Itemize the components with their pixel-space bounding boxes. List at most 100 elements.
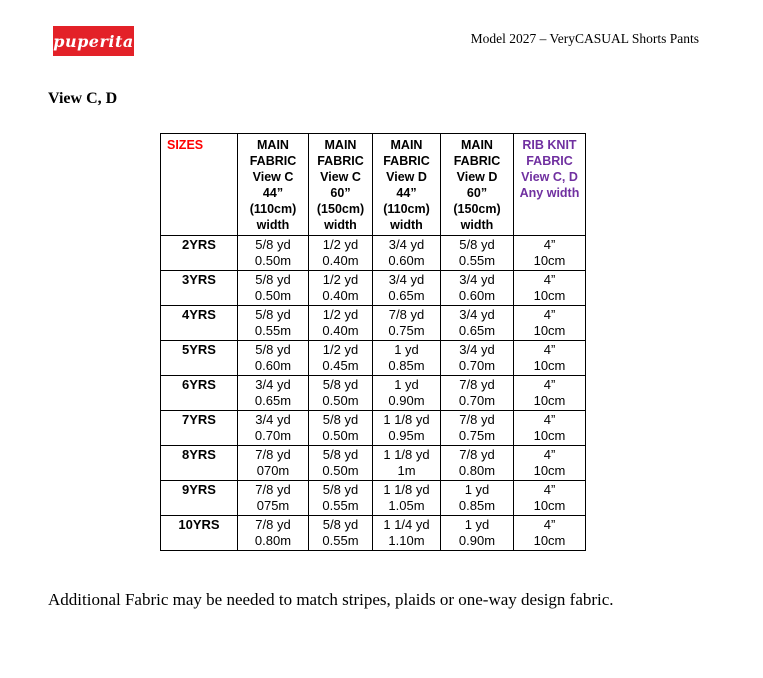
fabric-amount-cell: 1 1/4 yd 1.10m — [372, 515, 441, 551]
column-header-line: 60” — [330, 186, 351, 200]
puperita-logo: puperita — [53, 26, 134, 56]
fabric-amount-line: 1/2 yd — [322, 272, 359, 287]
fabric-amount-cell: 1 1/8 yd 0.95m — [372, 410, 441, 446]
size-label: 4YRS — [160, 305, 238, 341]
fabric-amount-cell: 7/8 yd 0.80m — [440, 445, 514, 481]
fabric-amount-cell: 3/4 yd 0.65m — [237, 375, 309, 411]
column-header-line: (110cm) — [383, 202, 430, 216]
column-header-line: 44” — [262, 186, 284, 200]
fabric-amount-cell: 3/4 yd 0.60m — [440, 270, 514, 306]
fabric-amount-line: 5/8 yd — [322, 377, 359, 392]
column-header-sizes: SIZES — [160, 133, 238, 236]
column-header-main-fabric-view-d-44: MAIN FABRIC View D 44” (110cm) width — [372, 133, 441, 236]
fabric-requirements-table: SIZES MAIN FABRIC View C 44” (110cm) width MAIN… — [160, 133, 586, 551]
fabric-amount-cell: 7/8 yd 0.80m — [237, 515, 309, 551]
fabric-amount-cell: 7/8 yd 0.70m — [440, 375, 514, 411]
fabric-amount-line: 10cm — [533, 288, 566, 303]
fabric-amount-line: 5/8 yd — [255, 342, 291, 357]
fabric-amount-cell: 1/2 yd 0.40m — [308, 270, 373, 306]
fabric-amount-line: 0.70m — [458, 393, 496, 408]
column-header-line: FABRIC — [317, 154, 364, 168]
table-row-5yrs: 5YRS 5/8 yd 0.60m 1/2 yd 0.45m 1 yd 0.85m 3/4 y… — [160, 340, 586, 376]
fabric-amount-cell: 1 yd 0.90m — [440, 515, 514, 551]
fabric-amount-line: 0.55m — [254, 323, 292, 338]
column-header-line: width — [324, 218, 357, 232]
fabric-amount-line: 5/8 yd — [255, 237, 291, 252]
fabric-amount-line: 3/4 yd — [255, 412, 291, 427]
column-header-line: width — [460, 218, 494, 232]
fabric-amount-line: 0.55m — [458, 253, 496, 268]
fabric-amount-line: 5/8 yd — [255, 272, 291, 287]
fabric-amount-line: 10cm — [533, 253, 566, 268]
fabric-amount-cell: 1 yd 0.90m — [372, 375, 441, 411]
fabric-amount-line: 5/8 yd — [459, 237, 495, 252]
fabric-amount-line: 3/4 yd — [459, 272, 495, 287]
column-header-line: width — [390, 218, 423, 232]
fabric-amount-line: 3/4 yd — [255, 377, 291, 392]
fabric-amount-line: 1/2 yd — [322, 342, 359, 357]
fabric-amount-line: 0.70m — [458, 358, 496, 373]
column-header-line: View C — [320, 170, 361, 184]
fabric-amount-line: 0.50m — [322, 393, 359, 408]
fabric-amount-line: 10cm — [533, 393, 566, 408]
fabric-amount-line: 4” — [543, 307, 556, 322]
column-header-line: (150cm) — [453, 202, 501, 216]
size-label: 3YRS — [160, 270, 238, 306]
size-label: 7YRS — [160, 410, 238, 446]
fabric-amount-line: 1.05m — [388, 498, 425, 513]
column-header-line: MAIN — [461, 138, 493, 152]
fabric-amount-line: 10cm — [533, 323, 566, 338]
fabric-amount-line: 4” — [543, 517, 556, 532]
fabric-amount-line: 10cm — [533, 498, 566, 513]
fabric-amount-line: 7/8 yd — [459, 412, 495, 427]
fabric-amount-line: 4” — [543, 237, 556, 252]
fabric-amount-cell: 4” 10cm — [513, 305, 586, 341]
fabric-amount-cell: 5/8 yd 0.50m — [237, 270, 309, 306]
size-label: 5YRS — [160, 340, 238, 376]
fabric-amount-cell: 3/4 yd 0.60m — [372, 235, 441, 271]
fabric-amount-line: 1 1/8 yd — [383, 482, 430, 497]
fabric-amount-cell: 4” 10cm — [513, 480, 586, 516]
column-header-line: Any width — [519, 186, 580, 200]
fabric-amount-line: 10cm — [533, 533, 566, 548]
table-row-7yrs: 7YRS 3/4 yd 0.70m 5/8 yd 0.50m 1 1/8 yd 0.95m 7… — [160, 410, 586, 446]
fabric-amount-cell: 7/8 yd 075m — [237, 480, 309, 516]
fabric-amount-line: 5/8 yd — [255, 307, 291, 322]
fabric-amount-line: 4” — [543, 342, 556, 357]
fabric-amount-cell: 4” 10cm — [513, 270, 586, 306]
fabric-amount-cell: 4” 10cm — [513, 375, 586, 411]
fabric-amount-line: 0.40m — [322, 253, 359, 268]
fabric-amount-line: 4” — [543, 447, 556, 462]
document-title: Model 2027 – VeryCASUAL Shorts Pants — [470, 31, 699, 46]
column-header-main-fabric-view-c-60: MAIN FABRIC View C 60” (150cm) width — [308, 133, 373, 236]
fabric-amount-line: 0.55m — [322, 533, 359, 548]
fabric-amount-line: 10cm — [533, 463, 566, 478]
fabric-amount-cell: 5/8 yd 0.50m — [308, 410, 373, 446]
fabric-amount-line: 5/8 yd — [322, 447, 359, 462]
size-label: 10YRS — [160, 515, 238, 551]
fabric-amount-cell: 4” 10cm — [513, 410, 586, 446]
fabric-amount-line: 1m — [397, 463, 416, 478]
column-header-line: View D — [456, 170, 498, 184]
size-label: 6YRS — [160, 375, 238, 411]
fabric-amount-line: 1/2 yd — [322, 307, 359, 322]
fabric-amount-cell: 5/8 yd 0.55m — [237, 305, 309, 341]
fabric-amount-line: 0.45m — [322, 358, 359, 373]
fabric-amount-line: 3/4 yd — [388, 272, 425, 287]
fabric-amount-line: 0.65m — [388, 288, 425, 303]
fabric-amount-line: 0.65m — [254, 393, 292, 408]
column-header-line: (110cm) — [249, 202, 297, 216]
fabric-amount-line: 7/8 yd — [459, 447, 495, 462]
fabric-amount-line: 0.85m — [388, 358, 425, 373]
fabric-amount-cell: 1/2 yd 0.40m — [308, 235, 373, 271]
fabric-amount-line: 075m — [256, 498, 290, 513]
fabric-amount-line: 4” — [543, 272, 556, 287]
fabric-amount-line: 5/8 yd — [322, 412, 359, 427]
fabric-amount-line: 4” — [543, 412, 556, 427]
size-label: 9YRS — [160, 480, 238, 516]
fabric-amount-line: 5/8 yd — [322, 517, 359, 532]
fabric-amount-line: 0.75m — [388, 323, 425, 338]
fabric-amount-cell: 3/4 yd 0.65m — [440, 305, 514, 341]
fabric-amount-cell: 4” 10cm — [513, 445, 586, 481]
